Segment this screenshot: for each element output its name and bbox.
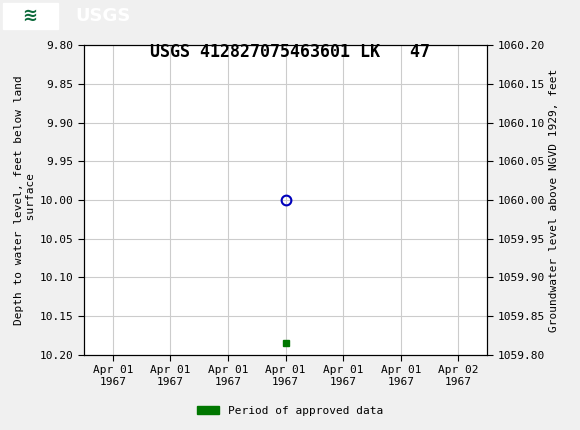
Y-axis label: Depth to water level, feet below land
 surface: Depth to water level, feet below land su… <box>14 75 36 325</box>
Legend: Period of approved data: Period of approved data <box>193 401 387 420</box>
Text: USGS: USGS <box>75 7 130 25</box>
FancyBboxPatch shape <box>3 3 58 29</box>
Text: USGS 412827075463601 LK   47: USGS 412827075463601 LK 47 <box>150 43 430 61</box>
Y-axis label: Groundwater level above NGVD 1929, feet: Groundwater level above NGVD 1929, feet <box>549 68 559 332</box>
Text: ≋: ≋ <box>23 7 38 25</box>
